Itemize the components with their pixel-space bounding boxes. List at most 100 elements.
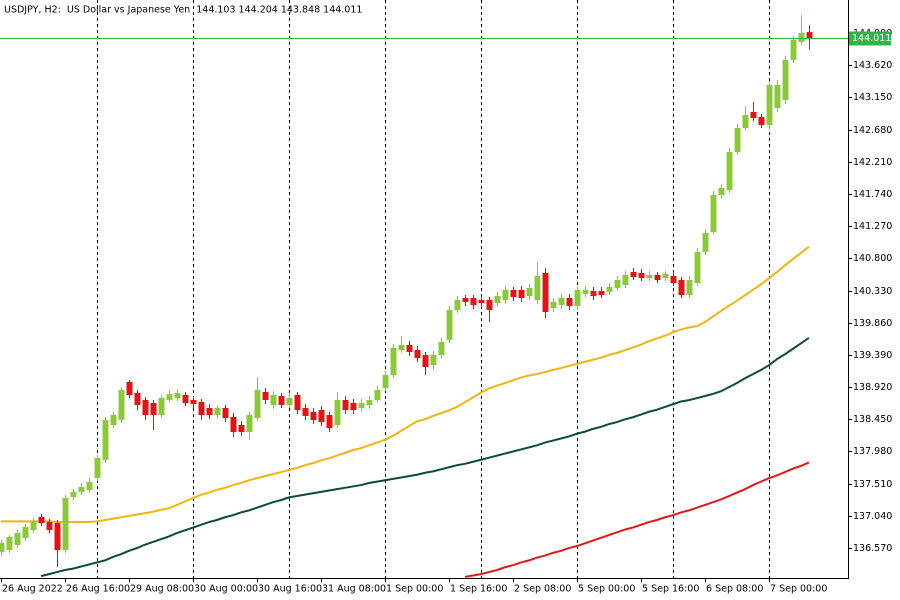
candle-body [398,344,405,350]
candle-body [254,389,261,419]
candle-body [358,403,365,409]
candle-body [102,419,109,460]
candle-body [214,408,221,415]
candle-body [302,408,309,417]
candle-body [702,233,709,252]
y-tick-label: 142.210 [853,157,892,168]
candle-body [582,289,589,294]
candle-body [462,298,469,302]
y-tick-label: 138.920 [853,382,892,393]
candle-body [734,128,741,152]
candle-body [118,389,125,420]
candle-body [238,424,245,432]
candle-body [126,381,133,395]
candle-body [798,33,805,42]
candle-body [438,341,445,355]
candle-body [86,481,93,490]
candle-body [222,408,229,419]
candle-body [406,344,413,352]
candle-body [350,403,357,410]
candle-body [142,399,149,415]
candle-body [54,523,61,550]
current-price-label: 144.011 [852,33,891,44]
candle-body [134,393,141,405]
axes: 136.570 137.040 137.510 137.980 138.450 138.9… [1,28,892,595]
y-tick-label: 140.800 [853,253,892,264]
candle-body [510,289,517,297]
current-price-box [849,31,891,46]
candle-body [502,289,509,300]
candle-body [342,399,349,410]
candle-body [566,298,573,307]
candle-body [694,251,701,284]
candle-body [766,84,773,125]
candle-body [166,393,173,400]
candle-body [326,414,333,429]
candle-body [278,396,285,405]
candle-body [422,354,429,367]
y-tick-label: 140.330 [853,286,892,297]
candle-body [414,349,421,359]
y-tick-label: 137.040 [853,511,892,522]
candle-body [6,536,13,550]
x-tick-label: 1 Sep 16:00 [450,584,507,595]
y-tick-label: 139.390 [853,350,892,361]
candle-body [710,194,717,232]
candle-body [62,498,69,550]
chart-title: USDJPY, H2: US Dollar vs Japanese Yen 14… [4,5,362,16]
y-tick-label: 142.680 [853,125,892,136]
x-tick-label: 31 Aug 08:00 [322,584,386,595]
candle-body [206,408,213,415]
y-tick-label: 137.510 [853,479,892,490]
candle-body [550,301,557,309]
candle-body [158,398,165,415]
candle-body [790,39,797,60]
candle-body [270,394,277,405]
candle-body [14,533,21,545]
x-tick-label: 5 Sep 16:00 [642,584,699,595]
candle-body [598,291,605,295]
candle-body [670,276,677,284]
candle-body [318,409,325,422]
x-tick-label: 2 Sep 08:00 [514,584,571,595]
candle-body [30,521,37,530]
candle-body [454,299,461,310]
candle-body [310,411,317,420]
candle-body [390,348,397,375]
y-tick-label: 143.620 [853,60,892,71]
candle-body [150,403,157,415]
candle-body [182,394,189,404]
x-tick-label: 30 Aug 00:00 [194,584,258,595]
candle-body [94,458,101,479]
candle-body [430,354,437,365]
candle-body [614,279,621,289]
candle-body [742,114,749,129]
x-tick-label: 30 Aug 16:00 [258,584,322,595]
x-tick-label: 26 Aug 2022 [2,584,63,595]
candle-body [46,521,53,530]
candle-body [678,279,685,295]
candle-body [230,416,237,432]
candle-body [654,274,661,280]
candle-body [518,289,525,299]
ma-line [464,461,810,578]
candle-body [294,394,301,410]
candle-body [558,298,565,305]
candle-body [726,151,733,190]
y-tick-label: 136.570 [853,543,892,554]
candle-body [526,288,533,297]
candle-body [646,274,653,279]
x-tick-label: 6 Sep 08:00 [706,584,763,595]
candle-body [334,399,341,425]
candle-body [174,393,181,399]
candle-body [78,486,85,492]
candle-body [774,84,781,109]
candle-body [590,291,597,297]
candle-body [638,273,645,279]
candle-body [686,279,693,295]
candle-body [470,298,477,305]
candle-body [758,116,765,125]
